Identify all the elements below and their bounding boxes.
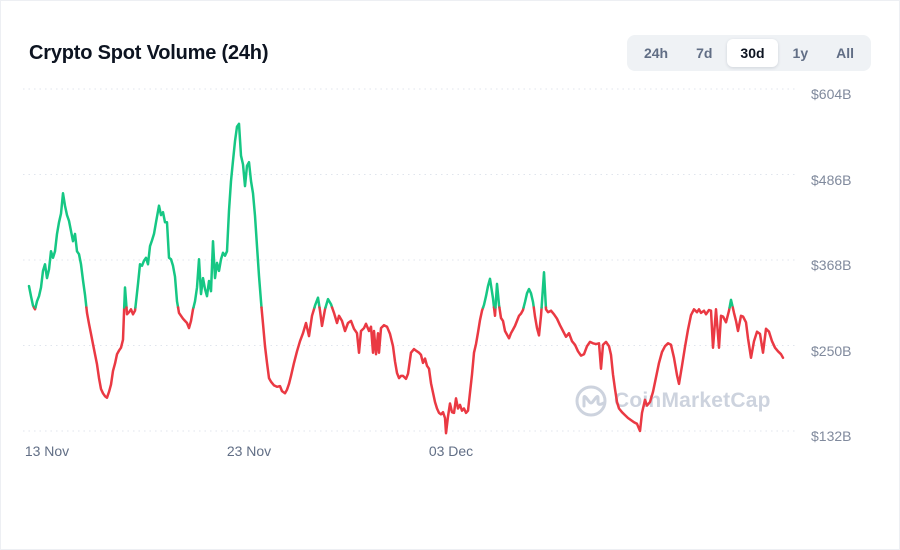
x-axis-label: 03 Dec bbox=[428, 443, 474, 459]
y-axis-label: $368B bbox=[811, 257, 852, 273]
range-button-24h[interactable]: 24h bbox=[631, 39, 681, 67]
volume-line-segment bbox=[85, 306, 126, 399]
volume-line-segment bbox=[731, 306, 785, 360]
volume-line-segment bbox=[494, 282, 501, 309]
y-axis-label: $604B bbox=[811, 86, 852, 102]
volume-line-segment bbox=[34, 192, 88, 309]
y-axis-label: $486B bbox=[811, 171, 852, 188]
volume-line-segment bbox=[260, 306, 316, 395]
range-button-1y[interactable]: 1y bbox=[780, 39, 822, 67]
volume-line-segment bbox=[134, 204, 180, 309]
page-title: Crypto Spot Volume (24h) bbox=[29, 41, 269, 64]
volume-line-segment bbox=[532, 306, 543, 337]
volume-line-segment bbox=[522, 287, 536, 309]
chart-header: Crypto Spot Volume (24h) 24h 7d 30d 1y All bbox=[29, 33, 871, 73]
volume-line-segment bbox=[318, 306, 327, 328]
x-axis-label: 23 Nov bbox=[226, 443, 272, 459]
range-button-7d[interactable]: 7d bbox=[683, 39, 725, 67]
range-button-all[interactable]: All bbox=[823, 39, 867, 67]
volume-line-segment bbox=[122, 286, 128, 309]
volume-line-segment bbox=[176, 306, 195, 330]
volume-line-segment bbox=[728, 298, 735, 309]
range-button-30d[interactable]: 30d bbox=[727, 39, 778, 67]
volume-line-segment bbox=[481, 277, 496, 309]
volume-line-segment bbox=[544, 306, 731, 433]
volume-line-segment bbox=[324, 297, 334, 309]
x-axis-label: 13 Nov bbox=[24, 443, 70, 459]
volume-line-segment bbox=[313, 296, 321, 309]
y-axis-label: $250B bbox=[811, 342, 852, 359]
y-axis-label: $132B bbox=[811, 428, 852, 444]
time-range-selector: 24h 7d 30d 1y All bbox=[626, 35, 871, 71]
volume-line-segment bbox=[540, 271, 548, 309]
volume-line-segment bbox=[125, 306, 137, 316]
volume-line-segment bbox=[330, 306, 485, 435]
volume-line-segment bbox=[27, 284, 36, 309]
volume-line-segment bbox=[492, 306, 497, 318]
volume-line-segment bbox=[192, 122, 263, 309]
volume-line-segment bbox=[498, 306, 525, 340]
